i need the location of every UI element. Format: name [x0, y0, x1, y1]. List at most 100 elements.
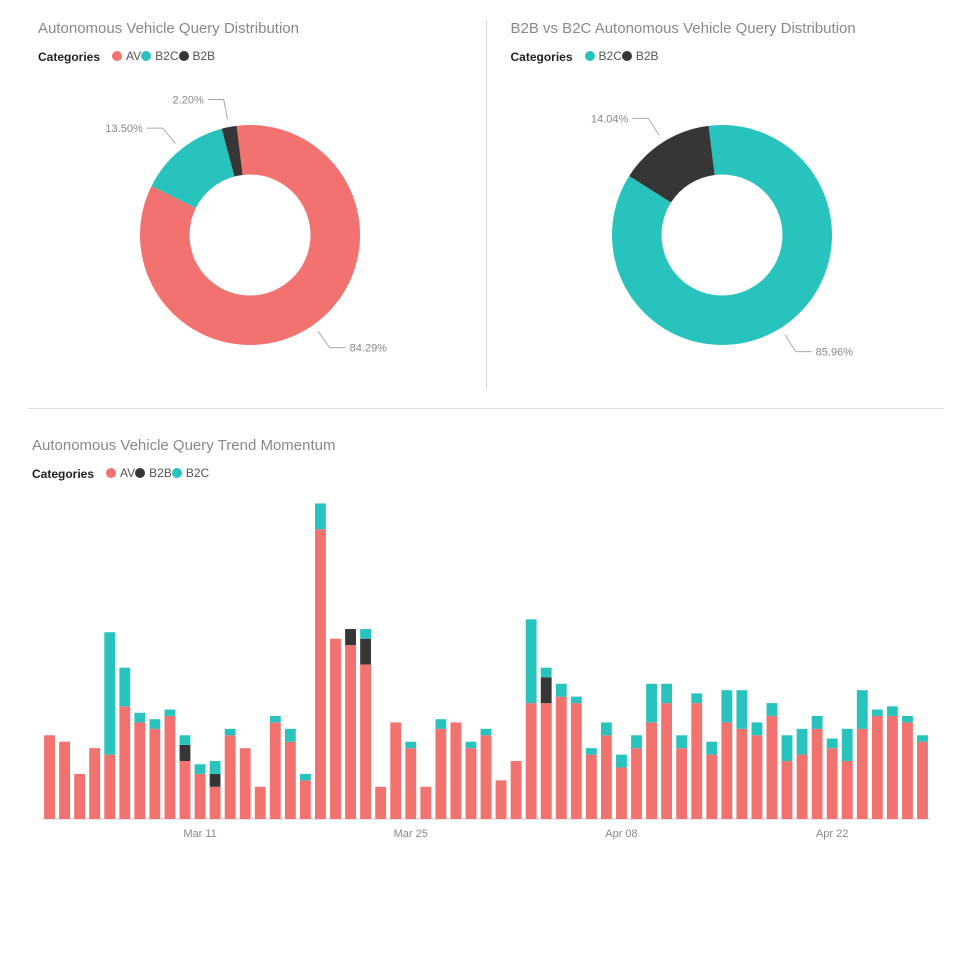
bar-segment	[842, 729, 853, 761]
bar-segment	[616, 755, 627, 768]
legend-text: B2C	[186, 466, 209, 480]
bar-segment	[842, 761, 853, 819]
legend-item: B2C	[585, 49, 622, 63]
bar-segment	[360, 629, 371, 639]
bar-segment	[872, 710, 883, 716]
callout-line	[633, 118, 660, 135]
bar-segment	[691, 703, 702, 819]
bar-segment	[300, 780, 311, 819]
bar-segment	[466, 742, 477, 748]
legend-item: B2B	[179, 49, 216, 63]
bar-segment	[300, 774, 311, 780]
bar-segment	[797, 755, 808, 819]
bar-segment	[270, 722, 281, 819]
bar-segment	[782, 761, 793, 819]
legend-item: B2C	[172, 466, 209, 480]
legend-text: AV	[120, 466, 135, 480]
bar-segment	[857, 690, 868, 729]
bar-segment	[405, 748, 416, 819]
section-divider	[28, 408, 944, 409]
slice-label: 13.50%	[105, 123, 143, 135]
donut-panel-left: Autonomous Vehicle Query Distribution Ca…	[28, 20, 487, 390]
bar-segment	[541, 703, 552, 819]
bar-segment	[375, 787, 386, 819]
bar-segment	[646, 722, 657, 819]
bar-segment	[676, 735, 687, 748]
bar-segment	[481, 735, 492, 819]
bar-segment	[631, 735, 642, 748]
bar-segment	[360, 664, 371, 819]
bar-segment	[496, 780, 507, 819]
bar-segment	[691, 693, 702, 703]
slice-label: 2.20%	[172, 95, 203, 107]
bar-segment	[586, 748, 597, 754]
slice-label: 84.29%	[349, 343, 387, 355]
bar-segment	[646, 684, 657, 723]
bar-segment	[180, 735, 191, 745]
bar-segment	[797, 729, 808, 755]
bar-segment	[270, 716, 281, 722]
chart-title: Autonomous Vehicle Query Distribution	[38, 20, 462, 37]
bar-segment	[180, 761, 191, 819]
bar-segment	[450, 722, 461, 819]
bar-segment	[586, 755, 597, 819]
slice-label: 14.04%	[591, 113, 629, 125]
bar-segment	[661, 703, 672, 819]
legend-swatch-icon	[172, 468, 182, 478]
donut-chart-right: 85.96%14.04%	[511, 70, 935, 380]
bar-segment	[330, 639, 341, 819]
stacked-bar-chart: Mar 11Mar 25Apr 08Apr 22	[32, 487, 940, 847]
bar-segment	[420, 787, 431, 819]
bar-segment	[255, 787, 266, 819]
bar-segment	[149, 729, 160, 819]
legend-swatch-icon	[179, 51, 189, 61]
callout-line	[208, 100, 228, 120]
x-axis-label: Mar 11	[183, 828, 216, 840]
bar-segment	[601, 722, 612, 735]
legend-swatch-icon	[112, 51, 122, 61]
bar-segment	[210, 787, 221, 819]
bar-segment	[631, 748, 642, 819]
bar-segment	[345, 629, 356, 645]
bar-segment	[767, 716, 778, 819]
donut-chart-left: 84.29% 13.50% 2.20%	[38, 70, 462, 380]
bar-segment	[405, 742, 416, 748]
bar-segment	[556, 697, 567, 819]
bar-segment	[827, 739, 838, 749]
legend-item: B2C	[141, 49, 178, 63]
bar-segment	[210, 774, 221, 787]
bar-segment	[225, 735, 236, 819]
legend-item: B2B	[622, 49, 659, 63]
bar-segment	[706, 742, 717, 755]
bar-segment	[736, 729, 747, 819]
legend-heading: Categories	[38, 50, 100, 64]
bar-segment	[706, 755, 717, 819]
bar-segment	[225, 729, 236, 735]
legend-item: AV	[106, 466, 135, 480]
chart-title: B2B vs B2C Autonomous Vehicle Query Dist…	[511, 20, 935, 37]
bar-segment	[601, 735, 612, 819]
bar-segment	[149, 719, 160, 729]
legend-row: Categories AVB2CB2B	[38, 49, 462, 64]
bar-segment	[315, 503, 326, 529]
donut-panel-right: B2B vs B2C Autonomous Vehicle Query Dist…	[487, 20, 945, 390]
bar-segment	[541, 677, 552, 703]
bar-segment	[782, 735, 793, 761]
callout-line	[146, 128, 175, 143]
chart-title: Autonomous Vehicle Query Trend Momentum	[32, 437, 940, 454]
legend-text: B2B	[636, 49, 659, 63]
bar-segment	[887, 706, 898, 716]
bar-segment	[435, 729, 446, 819]
bar-segment	[390, 722, 401, 819]
bar-segment	[736, 690, 747, 729]
bar-segment	[661, 684, 672, 703]
bar-segment	[165, 710, 176, 716]
legend-swatch-icon	[106, 468, 116, 478]
bar-segment	[119, 668, 130, 707]
bar-segment	[360, 639, 371, 665]
bar-segment	[571, 703, 582, 819]
legend-text: AV	[126, 49, 141, 63]
bar-segment	[134, 722, 145, 819]
bar-segment	[526, 619, 537, 703]
bar-segment	[195, 774, 206, 819]
